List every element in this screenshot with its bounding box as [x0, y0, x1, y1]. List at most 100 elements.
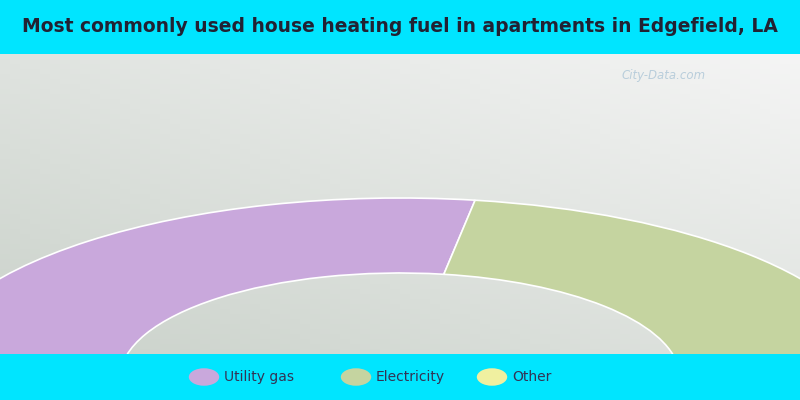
Bar [170, 134, 180, 139]
Bar [560, 59, 570, 64]
Bar [350, 349, 360, 354]
Bar [110, 284, 120, 289]
Bar [390, 314, 400, 319]
Bar [380, 349, 390, 354]
Bar [130, 119, 140, 124]
Bar [560, 244, 570, 249]
Bar [260, 199, 270, 204]
Bar [550, 234, 560, 239]
Bar [170, 284, 180, 289]
Bar [380, 274, 390, 279]
Bar [390, 239, 400, 244]
Bar [770, 339, 780, 344]
Bar [580, 264, 590, 269]
Bar [380, 159, 390, 164]
Bar [490, 244, 500, 249]
Bar [680, 64, 690, 69]
Bar [430, 284, 440, 289]
Bar [300, 314, 310, 319]
Bar [20, 174, 30, 179]
Bar [190, 249, 200, 254]
Bar [790, 84, 800, 89]
Bar [340, 329, 350, 334]
Bar [790, 219, 800, 224]
Bar [190, 174, 200, 179]
Bar [310, 64, 320, 69]
Bar [630, 204, 640, 209]
Bar [610, 264, 620, 269]
Bar [270, 154, 280, 159]
Bar [350, 209, 360, 214]
Bar [480, 84, 490, 89]
Bar [0, 189, 10, 194]
Bar [130, 84, 140, 89]
Bar [30, 179, 40, 184]
Bar [220, 304, 230, 309]
Bar [30, 324, 40, 329]
Bar [740, 94, 750, 99]
Bar [70, 184, 80, 189]
Bar [240, 54, 250, 59]
Bar [740, 74, 750, 79]
Bar [380, 104, 390, 109]
Bar [400, 189, 410, 194]
Bar [150, 54, 160, 59]
Bar [110, 69, 120, 74]
Bar [480, 249, 490, 254]
Bar [480, 299, 490, 304]
Bar [280, 249, 290, 254]
Bar [310, 89, 320, 94]
Bar [40, 134, 50, 139]
Bar [340, 334, 350, 339]
Bar [670, 349, 680, 354]
Bar [100, 179, 110, 184]
Bar [330, 194, 340, 199]
Bar [410, 289, 420, 294]
Bar [30, 299, 40, 304]
Bar [430, 334, 440, 339]
Bar [700, 214, 710, 219]
Bar [680, 79, 690, 84]
Bar [160, 334, 170, 339]
Bar [140, 174, 150, 179]
Bar [740, 214, 750, 219]
Bar [530, 269, 540, 274]
Bar [270, 289, 280, 294]
Bar [530, 264, 540, 269]
Bar [220, 309, 230, 314]
Bar [630, 289, 640, 294]
Bar [550, 239, 560, 244]
Bar [340, 84, 350, 89]
Bar [300, 329, 310, 334]
Bar [490, 289, 500, 294]
Bar [220, 144, 230, 149]
Bar [20, 309, 30, 314]
Bar [680, 309, 690, 314]
Bar [490, 299, 500, 304]
Bar [80, 69, 90, 74]
Bar [50, 174, 60, 179]
Bar [600, 79, 610, 84]
Bar [210, 259, 220, 264]
Bar [480, 229, 490, 234]
Bar [350, 144, 360, 149]
Bar [350, 269, 360, 274]
Bar [310, 164, 320, 169]
Bar [240, 299, 250, 304]
Bar [430, 299, 440, 304]
Bar [550, 249, 560, 254]
Bar [510, 219, 520, 224]
Bar [720, 284, 730, 289]
Bar [10, 244, 20, 249]
Bar [50, 234, 60, 239]
Bar [50, 164, 60, 169]
Bar [70, 169, 80, 174]
Bar [320, 69, 330, 74]
Bar [0, 164, 10, 169]
Bar [240, 234, 250, 239]
Bar [100, 164, 110, 169]
Bar [230, 69, 240, 74]
Bar [320, 104, 330, 109]
Bar [280, 294, 290, 299]
Bar [350, 179, 360, 184]
